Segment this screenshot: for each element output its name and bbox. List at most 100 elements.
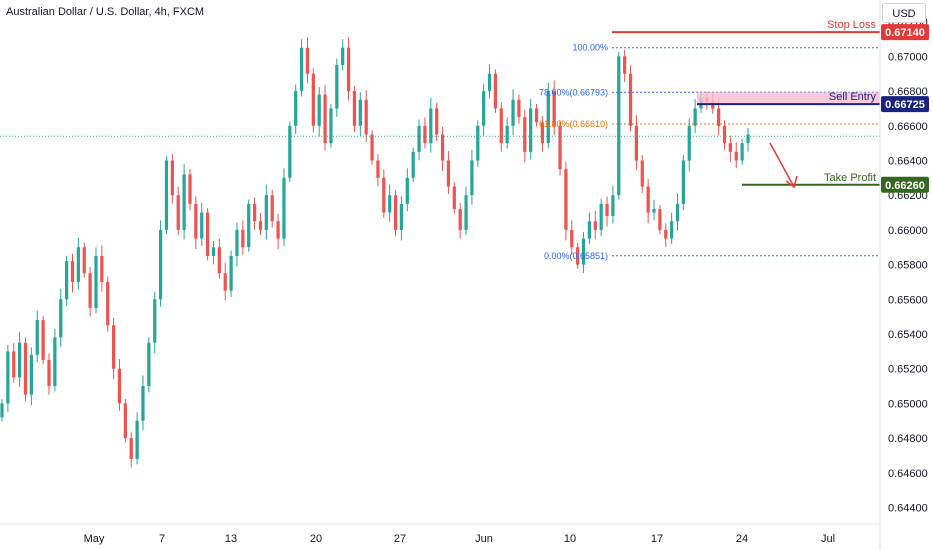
trade-line-label: Sell Entry	[829, 91, 877, 103]
candle	[153, 299, 157, 343]
candle	[411, 151, 415, 178]
time-axis[interactable]: May 7 13 20 27 Jun 10 17 24 Jul	[84, 533, 835, 545]
candle	[247, 203, 251, 248]
candle	[346, 47, 351, 92]
candle	[740, 143, 744, 161]
candle	[23, 342, 28, 395]
x-tick-label: 13	[225, 533, 237, 545]
down-arrow-head-icon	[785, 175, 798, 189]
fib-level-label: 78.60%(0.66793)	[539, 87, 608, 97]
price-box-label: 0.67140	[885, 27, 925, 39]
candle	[182, 174, 186, 230]
candle	[446, 160, 451, 187]
candle	[675, 203, 680, 222]
candle	[640, 160, 644, 187]
candle	[728, 143, 732, 152]
candle	[393, 195, 398, 230]
price-box	[881, 24, 929, 41]
candle	[587, 221, 592, 239]
x-tick-label: May	[84, 533, 105, 545]
candle	[158, 229, 163, 300]
candle	[564, 169, 568, 230]
down-arrow-icon	[769, 142, 794, 186]
y-tick-label: 0.64800	[888, 433, 928, 445]
overlays: 100.00% 78.60%(0.66793) 61.80%(0.66610) 0.0…	[0, 19, 880, 261]
candle	[376, 160, 380, 178]
candle	[511, 99, 515, 126]
candle	[117, 368, 122, 404]
candle	[470, 160, 474, 196]
candle	[399, 203, 404, 230]
candle	[70, 261, 75, 282]
candles	[0, 37, 750, 468]
candle	[734, 151, 738, 161]
y-tick-label: 0.65400	[888, 329, 928, 341]
candle	[482, 91, 486, 126]
candle	[282, 177, 286, 239]
candle	[382, 177, 386, 213]
candle	[241, 229, 245, 248]
candle	[505, 125, 509, 144]
price-box	[881, 96, 929, 113]
candle	[634, 125, 639, 161]
candle	[311, 73, 315, 126]
fib-level-label: 100.00%	[572, 43, 608, 53]
price-box-label: 0.66725	[885, 99, 925, 111]
price-axis[interactable]: 0.672000.670000.668000.666000.664000.662…	[888, 17, 928, 515]
candle	[499, 108, 503, 144]
candle	[76, 247, 80, 282]
y-tick-label: 0.66200	[888, 190, 928, 202]
candle	[170, 160, 174, 196]
candle	[540, 122, 545, 144]
candle	[94, 255, 98, 308]
candle	[576, 247, 580, 265]
candle	[487, 73, 492, 92]
candle	[464, 195, 468, 230]
candle	[652, 209, 656, 213]
candle	[493, 73, 498, 109]
candle	[317, 94, 321, 126]
candle	[476, 125, 480, 161]
candle	[623, 56, 627, 74]
trade-line-label: Take Profit	[824, 172, 876, 184]
candle	[53, 337, 57, 387]
candle	[35, 320, 39, 355]
candle	[294, 91, 298, 126]
candle	[687, 125, 691, 161]
x-tick-label: 27	[394, 533, 406, 545]
candle	[252, 203, 257, 222]
candle	[135, 420, 139, 459]
candle	[670, 221, 674, 239]
y-tick-label: 0.66400	[888, 155, 928, 167]
price-box	[881, 176, 929, 193]
candle	[605, 203, 609, 217]
candle	[59, 299, 63, 338]
candle	[646, 186, 650, 213]
candle	[18, 342, 22, 378]
candle	[47, 360, 51, 387]
candle	[517, 99, 521, 118]
x-tick-label: 24	[736, 533, 748, 545]
candle	[264, 195, 268, 230]
candle	[722, 125, 727, 144]
candle	[29, 354, 33, 395]
candle	[106, 281, 110, 326]
candle	[235, 229, 239, 256]
candle	[552, 91, 556, 126]
candle	[82, 247, 86, 274]
candle	[188, 174, 192, 204]
candle	[370, 134, 374, 161]
candle	[358, 99, 362, 126]
currency-button[interactable]: USD	[882, 3, 926, 23]
x-tick-label: 10	[564, 533, 576, 545]
candle	[693, 108, 697, 126]
y-tick-label: 0.65000	[888, 398, 928, 410]
candle	[364, 99, 368, 135]
candle	[229, 255, 233, 291]
y-tick-label: 0.67000	[888, 51, 928, 63]
candle	[12, 351, 16, 378]
y-tick-label: 0.66800	[888, 86, 928, 98]
candle	[288, 125, 292, 178]
